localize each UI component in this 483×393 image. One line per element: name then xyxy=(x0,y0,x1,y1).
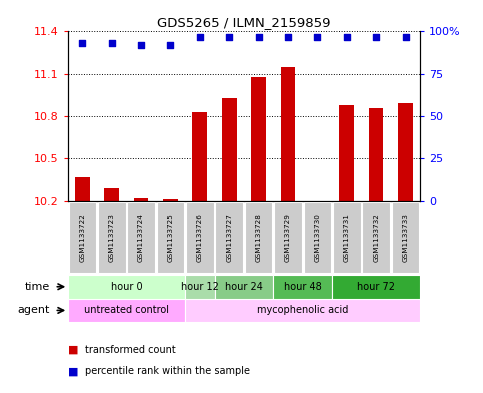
Text: hour 48: hour 48 xyxy=(284,282,322,292)
FancyBboxPatch shape xyxy=(156,202,185,274)
Text: GSM1133728: GSM1133728 xyxy=(256,213,262,262)
Bar xyxy=(75,176,90,200)
FancyBboxPatch shape xyxy=(214,275,273,299)
Point xyxy=(226,33,233,40)
FancyBboxPatch shape xyxy=(127,202,155,274)
Point xyxy=(372,33,380,40)
Bar xyxy=(163,199,178,200)
Text: GSM1133732: GSM1133732 xyxy=(373,213,379,262)
Text: ■: ■ xyxy=(68,366,78,376)
Point xyxy=(255,33,262,40)
Text: GSM1133729: GSM1133729 xyxy=(285,213,291,262)
Bar xyxy=(340,105,354,200)
FancyBboxPatch shape xyxy=(245,202,272,274)
Text: hour 24: hour 24 xyxy=(225,282,263,292)
Text: time: time xyxy=(25,282,50,292)
FancyBboxPatch shape xyxy=(303,202,331,274)
Point xyxy=(137,42,145,48)
FancyBboxPatch shape xyxy=(69,202,96,274)
Title: GDS5265 / ILMN_2159859: GDS5265 / ILMN_2159859 xyxy=(157,16,331,29)
Text: GSM1133727: GSM1133727 xyxy=(226,213,232,262)
Point xyxy=(313,33,321,40)
Text: GSM1133722: GSM1133722 xyxy=(79,213,85,262)
Text: GSM1133725: GSM1133725 xyxy=(168,213,173,262)
Bar xyxy=(251,77,266,200)
Point xyxy=(108,40,115,46)
Text: ■: ■ xyxy=(68,345,78,355)
Point xyxy=(343,33,351,40)
FancyBboxPatch shape xyxy=(362,202,390,274)
Point xyxy=(402,33,410,40)
Text: GSM1133731: GSM1133731 xyxy=(344,213,350,262)
Bar xyxy=(369,108,384,200)
Point xyxy=(284,33,292,40)
Text: transformed count: transformed count xyxy=(85,345,175,355)
FancyBboxPatch shape xyxy=(68,275,185,299)
Point xyxy=(196,33,204,40)
Bar xyxy=(222,98,237,200)
Text: hour 72: hour 72 xyxy=(357,282,395,292)
FancyBboxPatch shape xyxy=(273,275,332,299)
FancyBboxPatch shape xyxy=(68,299,185,322)
Text: GSM1133726: GSM1133726 xyxy=(197,213,203,262)
Text: untreated control: untreated control xyxy=(84,305,169,316)
Point xyxy=(78,40,86,46)
Bar xyxy=(281,67,295,200)
FancyBboxPatch shape xyxy=(185,275,214,299)
Text: GSM1133730: GSM1133730 xyxy=(314,213,320,262)
Text: GSM1133724: GSM1133724 xyxy=(138,213,144,262)
FancyBboxPatch shape xyxy=(185,299,420,322)
Point xyxy=(167,42,174,48)
FancyBboxPatch shape xyxy=(98,202,126,274)
FancyBboxPatch shape xyxy=(215,202,243,274)
Text: percentile rank within the sample: percentile rank within the sample xyxy=(85,366,250,376)
Bar xyxy=(104,188,119,200)
Text: hour 0: hour 0 xyxy=(111,282,142,292)
FancyBboxPatch shape xyxy=(186,202,213,274)
Text: hour 12: hour 12 xyxy=(181,282,219,292)
FancyBboxPatch shape xyxy=(332,275,420,299)
Bar xyxy=(134,198,148,200)
FancyBboxPatch shape xyxy=(274,202,302,274)
Text: agent: agent xyxy=(17,305,50,316)
Text: GSM1133723: GSM1133723 xyxy=(109,213,114,262)
Text: GSM1133733: GSM1133733 xyxy=(402,213,409,262)
Text: mycophenolic acid: mycophenolic acid xyxy=(257,305,348,316)
Bar xyxy=(193,112,207,200)
Bar xyxy=(398,103,413,200)
FancyBboxPatch shape xyxy=(392,202,419,274)
FancyBboxPatch shape xyxy=(333,202,361,274)
